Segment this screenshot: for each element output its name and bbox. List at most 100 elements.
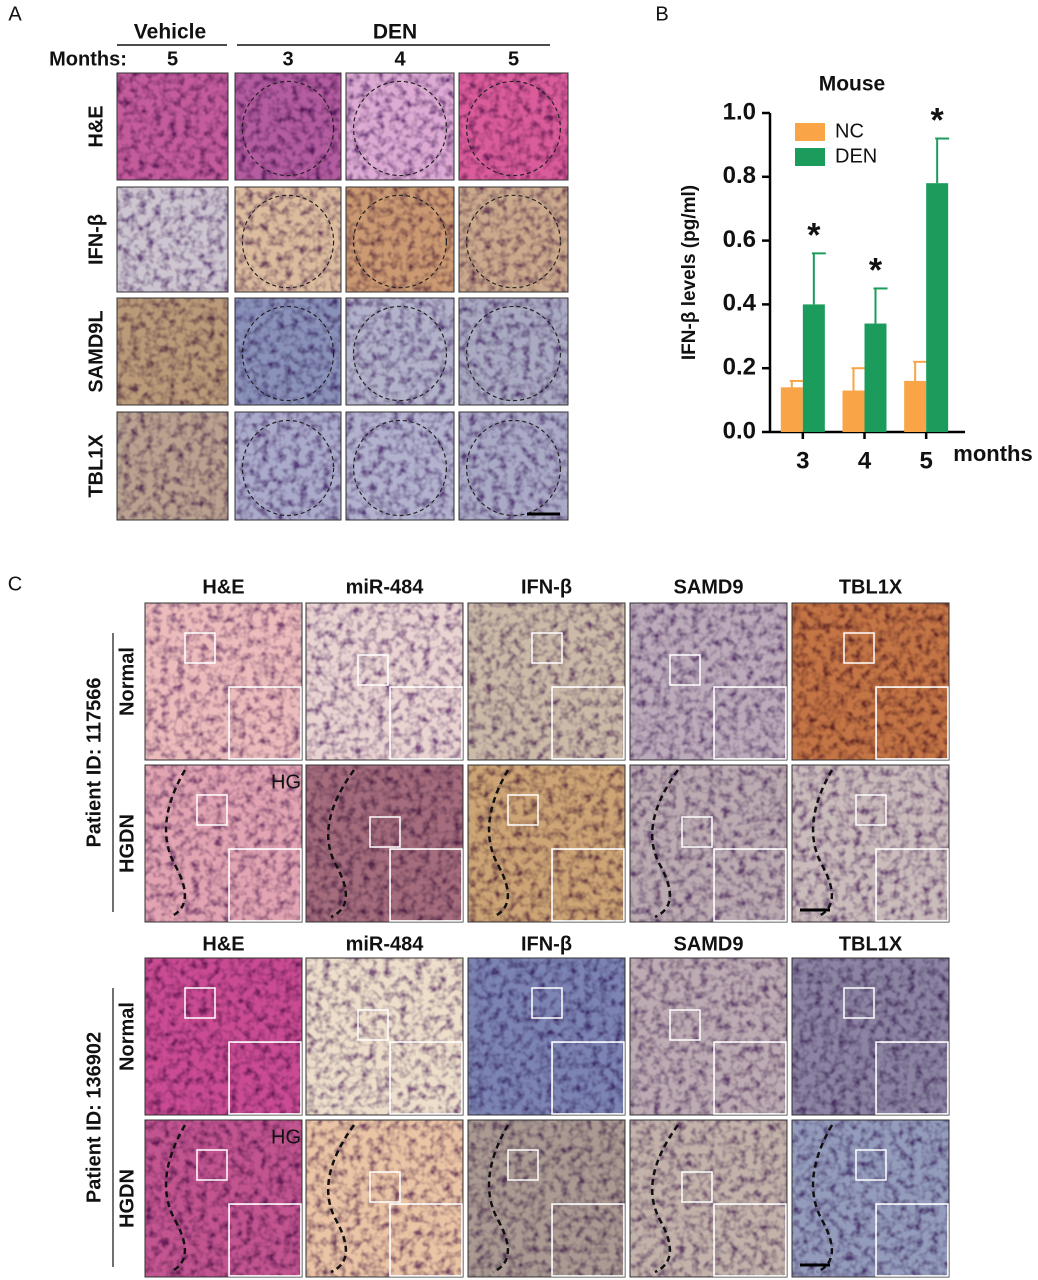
micrograph-border	[305, 1119, 464, 1278]
micrograph	[235, 412, 341, 520]
inset	[713, 686, 787, 760]
micrograph-border	[144, 957, 303, 1116]
lesion-outline	[241, 80, 335, 177]
micrograph-border	[467, 1119, 626, 1278]
month-label: 5	[508, 48, 519, 70]
lesion-outline	[466, 305, 561, 402]
zoom-box	[369, 816, 401, 848]
lesion-boundary	[487, 1124, 510, 1274]
region-label: HG	[271, 1126, 301, 1148]
lesion-outline	[352, 419, 448, 517]
inset-border	[389, 1203, 463, 1277]
micrograph-border	[458, 72, 569, 181]
inset-border	[713, 1203, 787, 1277]
row-label: H&E	[85, 105, 107, 147]
legend-swatch	[795, 148, 825, 166]
zoom-box	[184, 632, 216, 664]
lesion-outline	[241, 194, 335, 289]
micrograph	[235, 187, 341, 292]
month-label: 4	[394, 48, 406, 70]
inset	[713, 1203, 787, 1277]
row-label: Normal	[116, 647, 138, 716]
micrograph	[346, 298, 454, 405]
inset-border	[551, 848, 625, 922]
micrograph-border	[116, 297, 229, 406]
x-axis-label: months	[953, 441, 1032, 466]
micrograph	[459, 73, 568, 180]
bar	[802, 304, 825, 432]
zoom-box	[681, 816, 713, 848]
inset-border	[389, 1041, 463, 1115]
inset-border	[551, 1041, 625, 1115]
micrograph-border	[305, 764, 464, 923]
micrograph	[117, 187, 228, 292]
inset-border	[551, 686, 625, 760]
micrograph-border	[144, 764, 303, 923]
y-tick-label: 1.0	[723, 98, 756, 125]
patient-id: Patient ID: 136902	[83, 1032, 105, 1203]
chart-title: Mouse	[819, 73, 886, 96]
micrograph	[117, 73, 228, 180]
lesion-boundary	[650, 769, 680, 919]
lesion-boundary	[164, 1124, 187, 1274]
column-label: H&E	[202, 933, 244, 955]
inset	[389, 1203, 463, 1277]
y-tick-label: 0.6	[723, 226, 756, 253]
row-label: TBL1X	[85, 434, 107, 498]
micrograph	[459, 187, 568, 292]
micrograph	[459, 412, 568, 520]
inset	[875, 1203, 949, 1277]
zoom-box	[369, 1171, 401, 1203]
micrograph-border	[116, 186, 229, 293]
column-label: TBL1X	[839, 933, 903, 955]
lesion-boundary	[164, 769, 187, 919]
column-label: IFN-β	[521, 576, 572, 598]
micrograph-border	[791, 1119, 950, 1278]
row-label: SAMD9L	[85, 310, 107, 392]
y-tick-label: 0.8	[723, 162, 756, 189]
micrograph-border	[345, 72, 455, 181]
lesion-outline	[352, 194, 448, 289]
inset	[389, 1041, 463, 1115]
legend-label: DEN	[835, 145, 877, 167]
zoom-box	[843, 632, 875, 664]
legend-swatch	[795, 123, 825, 141]
month-label: 5	[167, 48, 178, 70]
micrograph-border	[345, 297, 455, 406]
months-label: Months:	[49, 48, 127, 70]
panel-label: A	[8, 3, 22, 25]
micrograph	[459, 298, 568, 405]
inset-border	[875, 686, 949, 760]
panel-label: B	[655, 3, 668, 25]
bar	[926, 183, 949, 432]
x-tick-label: 3	[796, 447, 809, 474]
inset	[551, 1041, 625, 1115]
lesion-boundary	[326, 1124, 356, 1274]
patient-id: Patient ID: 117566	[83, 677, 105, 847]
inset-border	[228, 686, 302, 760]
zoom-box	[357, 654, 389, 686]
lesion-outline	[352, 80, 448, 177]
inset-border	[713, 686, 787, 760]
region-label: HG	[271, 771, 301, 793]
inset-border	[713, 1041, 787, 1115]
group-label: Vehicle	[134, 21, 206, 44]
significance-mark: *	[931, 102, 945, 140]
micrograph-border	[629, 602, 788, 761]
column-label: SAMD9	[673, 576, 743, 598]
y-axis-label: IFN-β levels (pg/ml)	[679, 185, 700, 360]
micrograph-border	[144, 602, 303, 761]
inset-border	[875, 848, 949, 922]
micrograph-border	[234, 411, 342, 521]
inset-border	[228, 1203, 302, 1277]
micrograph-border	[467, 957, 626, 1116]
micrograph	[235, 73, 341, 180]
panel-label: C	[8, 573, 22, 595]
lesion-outline	[352, 305, 448, 402]
legend-label: NC	[835, 120, 864, 142]
lesion-outline	[241, 305, 335, 402]
zoom-box	[357, 1009, 389, 1041]
micrograph-border	[116, 72, 229, 181]
micrograph-border	[305, 957, 464, 1116]
